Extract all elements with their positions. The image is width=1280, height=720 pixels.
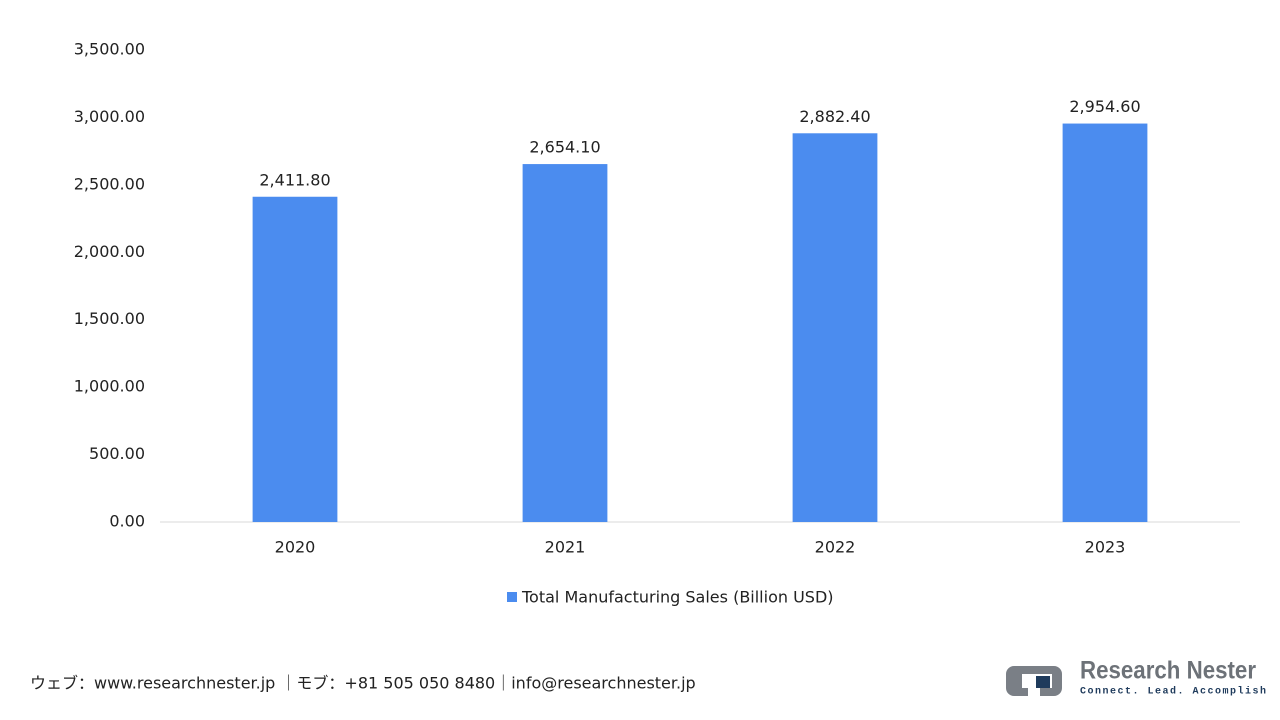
- y-tick-label: 1,000.00: [74, 377, 145, 396]
- y-tick-label: 3,000.00: [74, 107, 145, 126]
- footer-contact: ウェブ：www.researchnester.jp ｜モブ：+81 505 05…: [30, 674, 696, 693]
- logo-icon-inner: [1036, 676, 1050, 688]
- value-label: 2,654.10: [529, 138, 600, 157]
- bar: [252, 196, 338, 523]
- legend-swatch: [507, 592, 517, 602]
- value-label: 2,882.40: [799, 107, 870, 126]
- y-tick-label: 2,000.00: [74, 242, 145, 261]
- bar: [522, 164, 608, 522]
- x-tick-label: 2021: [545, 538, 586, 557]
- value-label: 2,411.80: [259, 170, 330, 189]
- logo-tagline: Connect. Lead. Accomplish: [1080, 686, 1268, 698]
- x-tick-label: 2020: [275, 538, 316, 557]
- x-tick-label: 2022: [815, 538, 856, 557]
- value-label: 2,954.60: [1069, 97, 1140, 116]
- logo: Research Nester Connect. Lead. Accomplis…: [1006, 657, 1268, 698]
- bar: [792, 133, 878, 522]
- logo-icon: [1006, 666, 1062, 696]
- legend-label: Total Manufacturing Sales (Billion USD): [521, 588, 834, 607]
- y-tick-label: 0.00: [109, 512, 145, 531]
- logo-name: Research Nester: [1080, 657, 1256, 685]
- x-tick-label: 2023: [1085, 538, 1126, 557]
- bar: [1062, 123, 1148, 522]
- y-tick-label: 1,500.00: [74, 309, 145, 328]
- y-tick-label: 500.00: [89, 444, 145, 463]
- y-tick-label: 2,500.00: [74, 174, 145, 193]
- y-tick-label: 3,500.00: [74, 40, 145, 59]
